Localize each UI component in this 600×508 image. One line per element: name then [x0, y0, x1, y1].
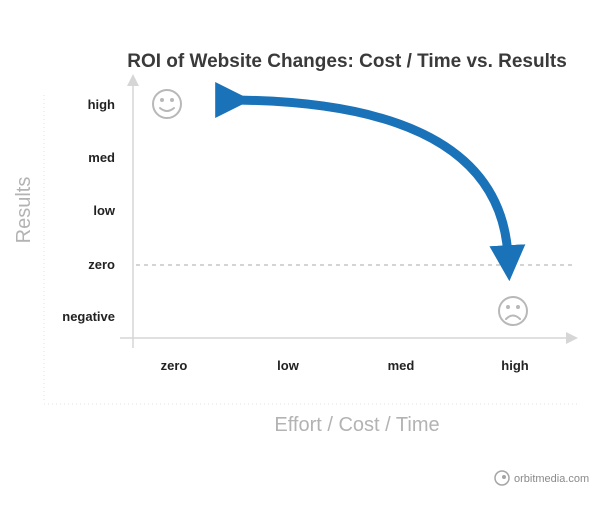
y-tick-negative: negative — [62, 309, 115, 324]
x-axis-label: Effort / Cost / Time — [274, 414, 439, 436]
brand-text: orbitmedia.com — [514, 473, 589, 485]
frowny-face-icon — [498, 296, 528, 326]
orbit-logo-icon — [494, 470, 510, 486]
x-tick-high: high — [501, 358, 528, 373]
y-tick-med: med — [88, 150, 115, 165]
x-tick-zero: zero — [161, 358, 188, 373]
roi-arrow — [215, 81, 526, 282]
x-tick-med: med — [388, 358, 415, 373]
x-tick-low: low — [277, 358, 300, 373]
y-tick-zero: zero — [88, 257, 115, 272]
smiley-face-icon — [152, 89, 182, 119]
x-axis-arrowhead — [566, 332, 578, 344]
y-axis-arrowhead — [127, 74, 139, 86]
y-tick-high: high — [88, 97, 115, 112]
chart-title: ROI of Website Changes: Cost / Time vs. … — [127, 51, 567, 72]
y-tick-low: low — [93, 203, 116, 218]
y-axis-label: Results — [13, 177, 35, 244]
